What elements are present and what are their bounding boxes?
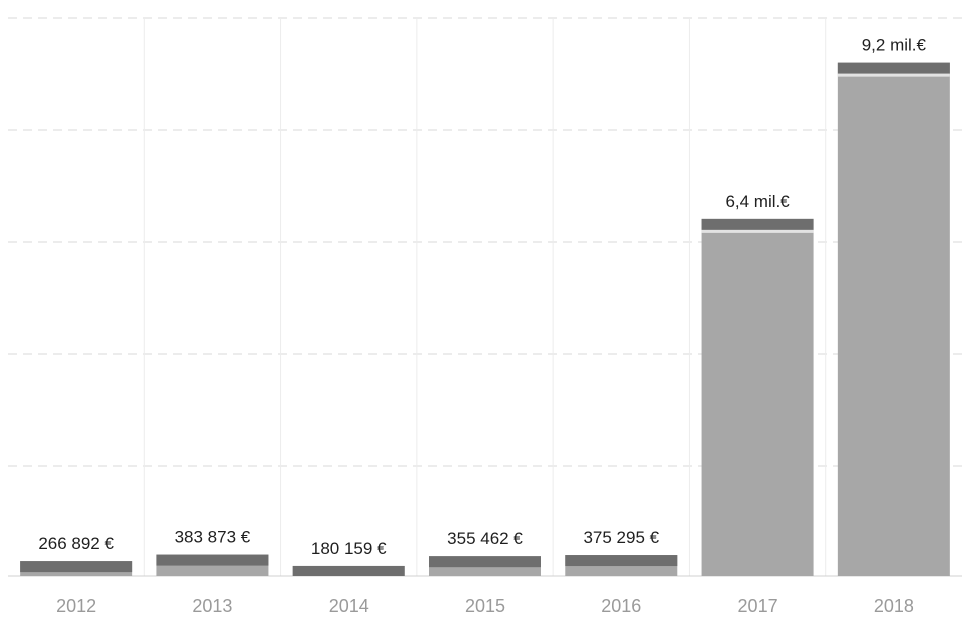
bar-cap-2017 [701,218,814,230]
bar-cap-2015 [429,556,541,568]
data-label-2012: 266 892 € [38,534,114,553]
data-label-2016: 375 295 € [583,528,659,547]
grid-layer [8,17,962,577]
data-label-2013: 383 873 € [175,528,251,547]
x-tick-label-2013: 2013 [192,596,232,616]
bar-separator-2017 [701,229,814,233]
data-label-2018: 9,2 mil.€ [862,36,927,55]
x-tick-label-2015: 2015 [465,596,505,616]
x-tick-label-2017: 2017 [738,596,778,616]
data-label-2017: 6,4 mil.€ [725,192,790,211]
x-tick-label-2014: 2014 [329,596,369,616]
bar-2017 [701,218,814,576]
bar-cap-2014 [292,565,405,576]
data-label-2014: 180 159 € [311,539,387,558]
bar-2018 [837,62,950,576]
x-axis-tick-layer: 2012 2013 2014 2015 2016 2017 2018 [56,596,914,616]
bar-cap-2012 [20,561,133,573]
data-label-layer: 266 892 € 383 873 € 180 159 € 355 462 € 375 … [38,36,926,558]
bar-cap-2016 [565,555,678,567]
x-tick-label-2012: 2012 [56,596,96,616]
x-tick-label-2016: 2016 [601,596,641,616]
bar-layer [20,62,950,576]
x-tick-label-2018: 2018 [874,596,914,616]
bar-cap-2018 [837,62,950,74]
bar-cap-2013 [156,554,269,566]
data-label-2015: 355 462 € [447,529,523,548]
bar-separator-2018 [837,73,950,77]
